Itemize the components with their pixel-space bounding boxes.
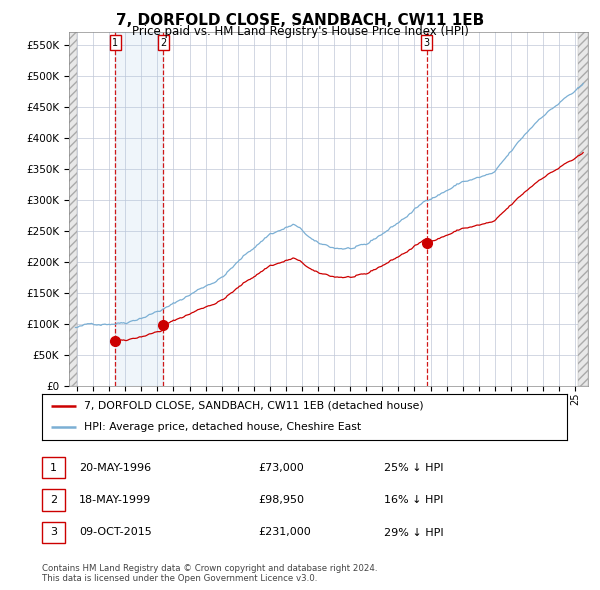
Text: 20-MAY-1996: 20-MAY-1996 (79, 463, 151, 473)
Bar (115, 32, 163, 386)
Text: 09-OCT-2015: 09-OCT-2015 (79, 527, 152, 537)
Text: 7, DORFOLD CLOSE, SANDBACH, CW11 1EB (detached house): 7, DORFOLD CLOSE, SANDBACH, CW11 1EB (de… (84, 401, 424, 411)
Text: 16% ↓ HPI: 16% ↓ HPI (384, 495, 443, 505)
Text: 2: 2 (50, 495, 57, 505)
Text: 7, DORFOLD CLOSE, SANDBACH, CW11 1EB: 7, DORFOLD CLOSE, SANDBACH, CW11 1EB (116, 13, 484, 28)
Text: 3: 3 (50, 527, 57, 537)
Text: Price paid vs. HM Land Registry's House Price Index (HPI): Price paid vs. HM Land Registry's House … (131, 25, 469, 38)
Text: 1: 1 (112, 38, 118, 48)
Text: 25% ↓ HPI: 25% ↓ HPI (384, 463, 443, 473)
Text: 1: 1 (50, 463, 57, 473)
Text: HPI: Average price, detached house, Cheshire East: HPI: Average price, detached house, Ches… (84, 422, 361, 432)
Text: 3: 3 (424, 38, 430, 48)
Text: 29% ↓ HPI: 29% ↓ HPI (384, 527, 443, 537)
Text: £231,000: £231,000 (258, 527, 311, 537)
Text: Contains HM Land Registry data © Crown copyright and database right 2024.
This d: Contains HM Land Registry data © Crown c… (42, 563, 377, 583)
Text: 18-MAY-1999: 18-MAY-1999 (79, 495, 151, 505)
Text: £73,000: £73,000 (258, 463, 304, 473)
Text: £98,950: £98,950 (258, 495, 304, 505)
Text: 2: 2 (160, 38, 167, 48)
